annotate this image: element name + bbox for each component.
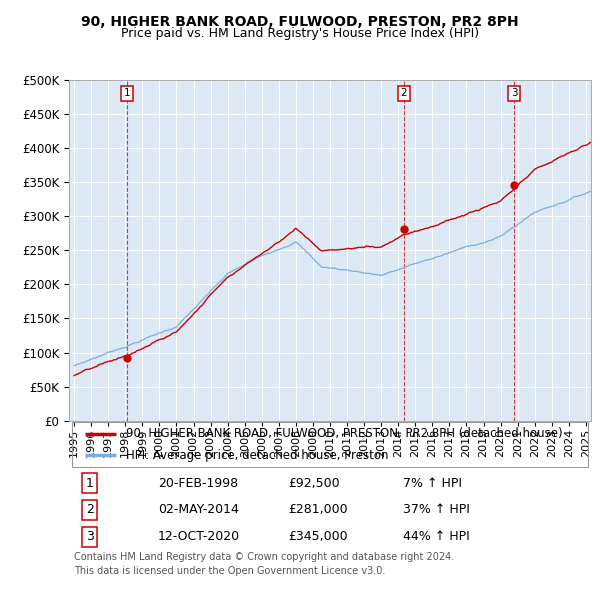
Text: 20-FEB-1998: 20-FEB-1998 <box>158 477 238 490</box>
Text: £92,500: £92,500 <box>288 477 340 490</box>
Text: 02-MAY-2014: 02-MAY-2014 <box>158 503 239 516</box>
Text: Price paid vs. HM Land Registry's House Price Index (HPI): Price paid vs. HM Land Registry's House … <box>121 27 479 40</box>
Text: £281,000: £281,000 <box>288 503 348 516</box>
Text: HPI: Average price, detached house, Preston: HPI: Average price, detached house, Pres… <box>127 449 389 462</box>
Text: 2: 2 <box>86 503 94 516</box>
Text: £345,000: £345,000 <box>288 530 348 543</box>
Text: 90, HIGHER BANK ROAD, FULWOOD, PRESTON, PR2 8PH: 90, HIGHER BANK ROAD, FULWOOD, PRESTON, … <box>81 15 519 29</box>
Text: Contains HM Land Registry data © Crown copyright and database right 2024.
This d: Contains HM Land Registry data © Crown c… <box>74 552 454 576</box>
Text: 1: 1 <box>86 477 94 490</box>
Text: 44% ↑ HPI: 44% ↑ HPI <box>403 530 470 543</box>
Text: 12-OCT-2020: 12-OCT-2020 <box>158 530 240 543</box>
Text: 37% ↑ HPI: 37% ↑ HPI <box>403 503 470 516</box>
Text: 90, HIGHER BANK ROAD, FULWOOD, PRESTON, PR2 8PH (detached house): 90, HIGHER BANK ROAD, FULWOOD, PRESTON, … <box>127 427 563 440</box>
Text: 2: 2 <box>401 88 407 98</box>
Text: 1: 1 <box>124 88 131 98</box>
Text: 3: 3 <box>86 530 94 543</box>
Text: 7% ↑ HPI: 7% ↑ HPI <box>403 477 462 490</box>
Text: 3: 3 <box>511 88 517 98</box>
